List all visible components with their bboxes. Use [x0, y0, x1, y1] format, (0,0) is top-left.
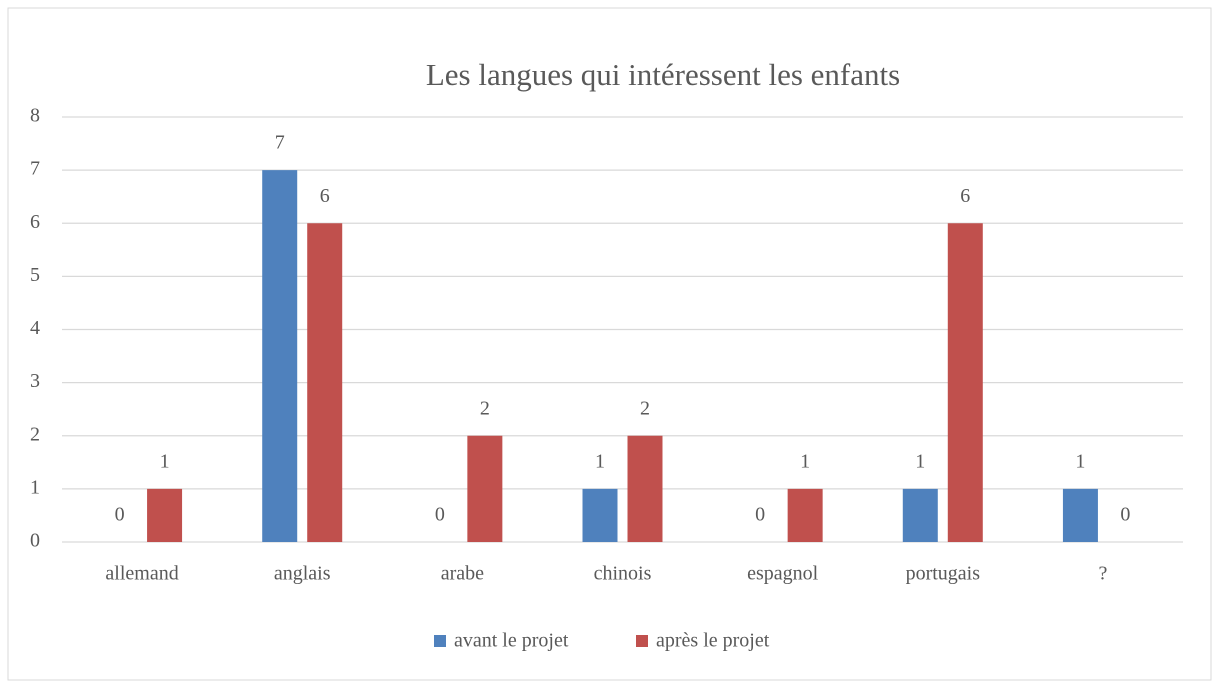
y-tick-label: 7	[30, 158, 40, 180]
bar	[262, 170, 298, 542]
data-label: 1	[1075, 450, 1085, 472]
x-tick-label: anglais	[274, 563, 331, 585]
y-tick-label: 8	[30, 105, 40, 127]
x-tick-label: portugais	[906, 563, 981, 585]
data-label: 6	[320, 185, 330, 207]
legend-label: avant le projet	[454, 630, 569, 652]
data-label: 1	[915, 450, 925, 472]
data-label: 2	[640, 397, 650, 419]
data-label: 0	[1120, 504, 1130, 526]
y-tick-label: 1	[30, 476, 40, 498]
chart-border	[7, 7, 1212, 681]
bar	[467, 435, 503, 542]
chart-title: Les langues qui intéressent les enfants	[426, 57, 900, 92]
bar	[307, 223, 343, 542]
x-tick-label: ?	[1098, 563, 1107, 585]
data-label: 1	[800, 450, 810, 472]
y-tick-label: 4	[30, 317, 40, 339]
data-label: 0	[755, 504, 765, 526]
y-tick-label: 2	[30, 423, 40, 445]
y-tick-label: 0	[30, 530, 40, 552]
legend-swatch	[636, 635, 648, 647]
bar	[582, 488, 618, 542]
data-label: 0	[435, 504, 445, 526]
data-label: 2	[480, 397, 490, 419]
x-tick-label: espagnol	[747, 563, 819, 585]
data-label: 1	[160, 450, 170, 472]
y-tick-label: 5	[30, 264, 40, 286]
data-label: 6	[960, 185, 970, 207]
y-tick-label: 3	[30, 370, 40, 392]
data-label: 0	[115, 504, 125, 526]
bar	[947, 223, 983, 542]
x-tick-label: allemand	[105, 563, 178, 585]
bar	[627, 435, 663, 542]
bar	[902, 488, 938, 542]
data-label: 7	[275, 132, 285, 154]
data-label: 1	[595, 450, 605, 472]
bar	[1062, 488, 1098, 542]
bar	[787, 488, 823, 542]
bar	[147, 488, 183, 542]
legend-swatch	[434, 635, 446, 647]
x-tick-label: arabe	[441, 563, 484, 585]
legend-label: après le projet	[656, 630, 770, 652]
y-tick-label: 6	[30, 211, 40, 233]
x-tick-label: chinois	[594, 563, 652, 585]
